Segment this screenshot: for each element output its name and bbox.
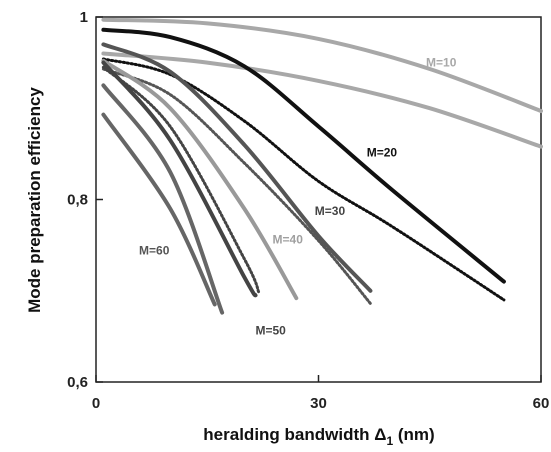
series-line-8 (101, 65, 261, 295)
series-label: M=20 (367, 146, 398, 160)
y-tick-label: 1 (80, 9, 88, 26)
series-line-2 (101, 51, 543, 149)
series-label: M=50 (255, 324, 286, 338)
y-tick-label: 0,8 (67, 192, 88, 209)
x-axis-label: heralding bandwidth Δ1 (nm) (203, 425, 434, 448)
x-tick-label: 60 (533, 395, 550, 412)
series-line-7 (101, 58, 299, 301)
y-axis-label: Mode preparation efficiency (25, 87, 44, 313)
series-label: M=10 (426, 55, 457, 69)
series-layer (101, 17, 543, 315)
series-line-11 (101, 112, 217, 307)
series-line-3 (101, 27, 506, 284)
x-axis-label-main: heralding bandwidth Δ (203, 425, 386, 444)
series-line-1 (101, 17, 543, 113)
x-axis-label-subscript: 1 (386, 434, 393, 448)
series-label: M=40 (273, 232, 304, 246)
series-label-layer: M=10 M=20 M=30 M=40 M=50 M=60 (139, 55, 457, 337)
x-tick-label: 0 (92, 395, 100, 412)
series-line-9 (101, 60, 258, 298)
series-label: M=60 (139, 243, 170, 257)
x-tick-label: 30 (310, 395, 327, 412)
x-axis-label-unit: (nm) (393, 425, 435, 444)
tick-layer: 0 30 60 0,6 0,8 1 (67, 9, 549, 412)
series-line-10 (101, 83, 225, 315)
series-line-5 (101, 42, 373, 293)
y-tick-label: 0,6 (67, 374, 88, 391)
series-line-4 (101, 57, 506, 302)
series-line-6 (101, 67, 372, 305)
series-label: M=30 (315, 204, 346, 218)
